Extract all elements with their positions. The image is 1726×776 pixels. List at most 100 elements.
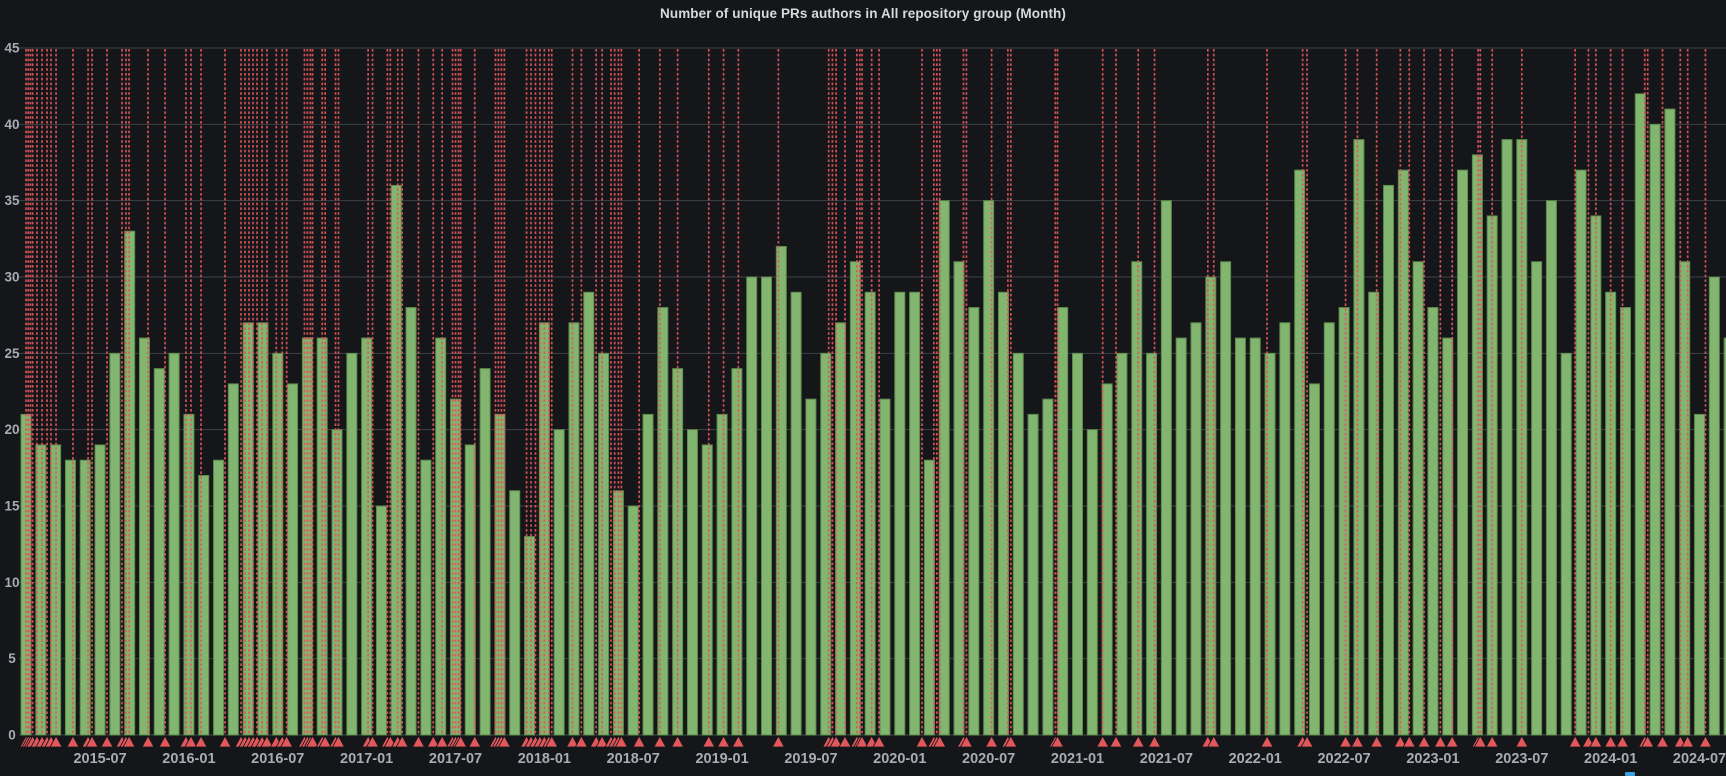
annotation-marker [1369, 735, 1384, 748]
annotation-marker [702, 735, 716, 748]
bar-2024-05 [1664, 108, 1676, 736]
annotation-marker [1050, 735, 1065, 748]
annotation-marker [141, 735, 155, 748]
bar-2020-12 [1057, 307, 1069, 736]
bar-2022-08 [1353, 139, 1365, 736]
bar-2023-03 [1457, 169, 1469, 736]
y-tick-label: 30 [4, 270, 19, 285]
bar-2021-09 [1190, 322, 1202, 736]
annotation-marker [1147, 735, 1162, 748]
annotation-marker [1338, 735, 1353, 748]
annotation-marker [829, 735, 843, 748]
bar-2021-10 [1205, 276, 1217, 736]
annotation-marker [279, 735, 294, 748]
annotation-marker [1485, 735, 1499, 748]
bar-2016-06 [257, 322, 269, 736]
bar-2020-07 [983, 200, 995, 736]
x-tick-label: 2016-01 [162, 751, 215, 767]
annotation-marker [497, 735, 512, 748]
bar-2019-12 [879, 398, 891, 736]
bar-2018-11 [686, 429, 698, 736]
bar-2024-03 [1634, 93, 1646, 736]
bar-2016-11 [331, 429, 343, 736]
y-tick-label: 15 [4, 499, 20, 514]
annotation-marker [915, 735, 929, 748]
bar-2022-12 [1412, 261, 1424, 736]
bar-2023-11 [1575, 169, 1587, 736]
bar-2022-02 [1264, 352, 1276, 736]
annotation-marker [1109, 735, 1123, 748]
bar-2017-03 [390, 184, 402, 736]
bar-2019-03 [746, 276, 758, 736]
x-tick-label: 2023-01 [1406, 751, 1459, 767]
bar-2020-01 [894, 291, 906, 736]
bar-2023-08 [1531, 261, 1543, 736]
x-tick-label: 2018-07 [607, 751, 660, 767]
annotation-marker [1681, 735, 1695, 748]
bar-2015-04 [50, 444, 62, 736]
bar-2023-09 [1545, 200, 1557, 736]
annotation-marker [1615, 735, 1630, 748]
annotation-marker [468, 735, 482, 748]
bar-2018-08 [642, 413, 654, 736]
annotation-marker [158, 735, 172, 748]
bar-2024-01 [1605, 291, 1617, 736]
annotation-marker [1698, 735, 1713, 748]
bar-2020-03 [923, 459, 935, 736]
panel-title[interactable]: Number of unique PRs authors in All repo… [660, 6, 1066, 21]
bar-2024-02 [1619, 307, 1631, 736]
legend-swatch-partial[interactable] [1625, 772, 1635, 776]
bar-2022-06 [1323, 322, 1335, 736]
annotation-marker [1603, 735, 1618, 748]
annotation-marker [331, 735, 346, 748]
annotation-marker [1641, 735, 1655, 748]
bar-2024-06 [1679, 261, 1691, 736]
annotation-marker [1433, 735, 1448, 748]
y-tick-label: 0 [8, 728, 16, 743]
bar-2022-10 [1383, 184, 1395, 736]
x-tick-label: 2017-01 [340, 751, 393, 767]
bar-2017-10 [494, 413, 506, 736]
bar-2021-05 [1131, 261, 1143, 736]
bar-2022-09 [1368, 291, 1380, 736]
annotation-marker [1004, 735, 1018, 748]
bar-2019-07 [805, 398, 817, 736]
bar-2017-08 [464, 444, 476, 736]
y-tick-label: 40 [4, 117, 19, 132]
annotation-marker [305, 735, 320, 748]
annotation-marker [218, 735, 232, 748]
annotation-marker [100, 735, 114, 748]
annotation-marker [1350, 735, 1365, 748]
bar-2019-05 [775, 245, 787, 736]
annotation-marker [1655, 735, 1670, 748]
bar-2017-06 [435, 337, 447, 736]
bar-2016-03 [213, 459, 225, 736]
annotation-marker [1568, 735, 1582, 748]
bar-2015-11 [153, 368, 165, 736]
bar-2022-01 [1249, 337, 1261, 736]
y-tick-label: 25 [4, 346, 20, 361]
bar-2024-08 [1708, 276, 1720, 736]
bar-2015-08 [109, 352, 121, 736]
x-tick-label: 2015-07 [73, 751, 126, 767]
annotation-marker [49, 735, 63, 748]
annotation-marker [595, 735, 609, 748]
annotation-marker [318, 735, 332, 748]
bar-2023-12 [1590, 215, 1602, 736]
bar-2018-12 [701, 444, 713, 736]
y-tick-label: 5 [8, 651, 16, 666]
bar-2024-04 [1649, 123, 1661, 736]
x-tick-label: 2019-01 [695, 751, 748, 767]
bar-2020-02 [909, 291, 921, 736]
bar-2021-04 [1116, 352, 1128, 736]
annotation-marker [1445, 735, 1459, 748]
bar-2017-12 [524, 536, 536, 736]
annotation-marker [411, 735, 426, 748]
bar-2020-06 [968, 307, 980, 736]
x-tick-label: 2016-07 [251, 751, 304, 767]
bar-2018-09 [657, 307, 669, 736]
bar-2020-10 [1027, 413, 1039, 736]
annotation-marker [670, 735, 685, 748]
y-tick-label: 10 [4, 575, 19, 590]
bar-2017-09 [479, 368, 491, 736]
